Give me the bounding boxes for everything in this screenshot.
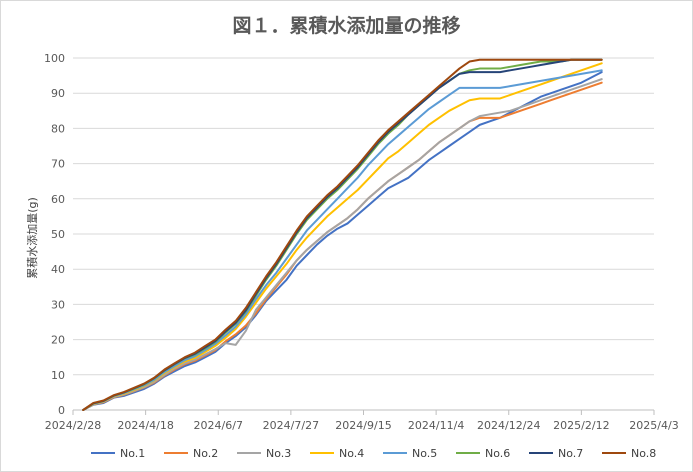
y-tick-label: 70 [51, 158, 65, 171]
y-tick-label: 30 [51, 298, 65, 311]
series-layer [82, 58, 603, 411]
series-line-no4 [82, 62, 603, 411]
gridlines [73, 57, 654, 376]
legend-label: No.3 [266, 447, 291, 460]
legend-label: No.6 [485, 447, 510, 460]
legend-label: No.7 [558, 447, 583, 460]
x-tick-label: 2025/2/12 [553, 419, 609, 432]
x-tick-label: 2024/2/28 [45, 419, 101, 432]
legend-label: No.2 [193, 447, 218, 460]
chart-title: 図１．累積水添加量の推移 [232, 15, 461, 37]
legend-label: No.1 [120, 447, 145, 460]
x-tick-label: 2024/4/18 [117, 419, 173, 432]
y-tick-label: 50 [51, 228, 65, 241]
x-tick-label: 2024/11/4 [408, 419, 464, 432]
x-tick-label: 2024/6/7 [194, 419, 243, 432]
y-tick-label: 40 [51, 263, 65, 276]
series-line-no8 [82, 58, 603, 411]
series-line-no7 [82, 58, 603, 411]
x-tick-label: 2024/9/15 [335, 419, 391, 432]
series-line-no2 [82, 81, 603, 411]
legend-label: No.5 [412, 447, 437, 460]
y-tick-label: 90 [51, 87, 65, 100]
y-tick-label: 80 [51, 122, 65, 135]
y-tick-label: 100 [44, 52, 65, 65]
y-tick-label: 10 [51, 369, 65, 382]
legend: No.1 No.2 No.3 No.4 No.5 No.6 No.7 No.8 [91, 447, 656, 460]
x-tick-label: 2024/7/27 [263, 419, 319, 432]
legend-label: No.4 [339, 447, 364, 460]
series-line-no1 [82, 71, 603, 411]
legend-label: No.8 [631, 447, 656, 460]
series-line-no3 [82, 78, 603, 411]
y-tick-label: 0 [58, 404, 65, 417]
series-line-no6 [82, 58, 603, 411]
series-line-no5 [82, 69, 603, 411]
x-tick-label: 2024/12/24 [477, 419, 540, 432]
y-tick-label: 20 [51, 334, 65, 347]
x-tick-label: 2025/4/3 [629, 419, 678, 432]
y-axis-title: 累積水添加量(g) [25, 197, 39, 279]
y-tick-label: 60 [51, 193, 65, 206]
axes: 0 10 20 30 40 50 60 70 80 90 100 2024/2/28 2024/4/18… [44, 52, 679, 432]
